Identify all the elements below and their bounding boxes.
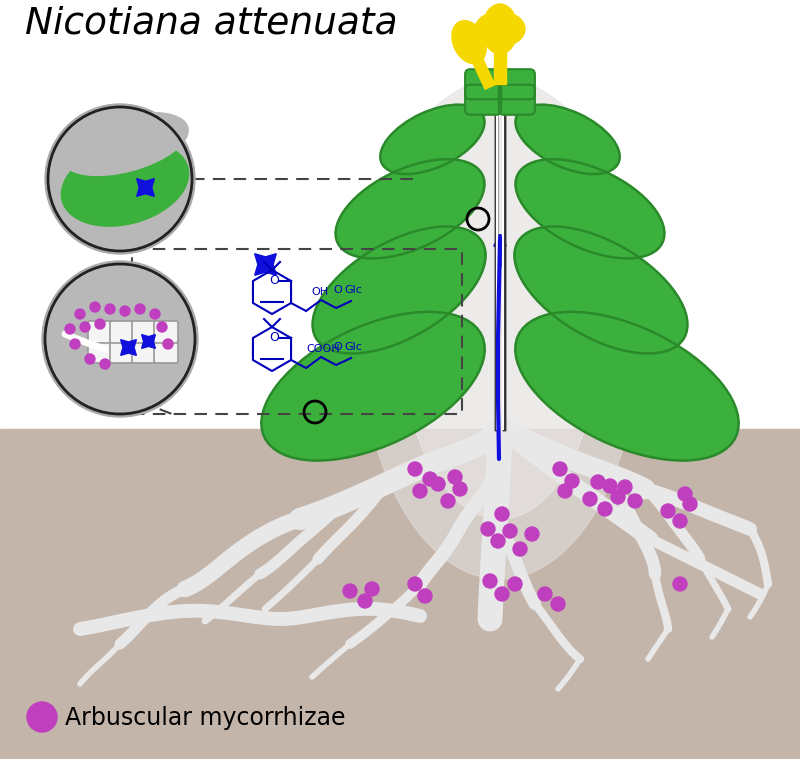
FancyBboxPatch shape: [465, 69, 501, 99]
Circle shape: [673, 577, 687, 591]
Ellipse shape: [482, 4, 518, 54]
Circle shape: [105, 304, 115, 314]
Circle shape: [418, 589, 432, 603]
Text: Nicotiana attenuata: Nicotiana attenuata: [25, 6, 398, 42]
Ellipse shape: [452, 20, 486, 64]
Circle shape: [565, 474, 579, 488]
Text: Glc: Glc: [344, 342, 362, 352]
Ellipse shape: [62, 112, 188, 175]
Circle shape: [431, 477, 445, 491]
FancyBboxPatch shape: [88, 341, 112, 363]
Circle shape: [42, 261, 198, 417]
Circle shape: [157, 322, 167, 332]
Circle shape: [513, 542, 527, 556]
Ellipse shape: [335, 159, 485, 258]
Circle shape: [163, 339, 173, 349]
Circle shape: [491, 534, 505, 548]
Circle shape: [558, 484, 572, 498]
Circle shape: [503, 524, 517, 538]
Circle shape: [423, 472, 437, 486]
Ellipse shape: [515, 105, 620, 174]
Circle shape: [525, 527, 539, 541]
FancyBboxPatch shape: [154, 341, 178, 363]
Circle shape: [611, 490, 625, 504]
Circle shape: [618, 480, 632, 494]
FancyBboxPatch shape: [88, 321, 112, 343]
Text: O: O: [333, 285, 342, 295]
Circle shape: [538, 587, 552, 601]
Circle shape: [27, 702, 57, 732]
Circle shape: [75, 309, 85, 319]
FancyBboxPatch shape: [154, 321, 178, 343]
Circle shape: [591, 475, 605, 489]
Polygon shape: [464, 40, 495, 90]
Circle shape: [441, 494, 455, 508]
Ellipse shape: [313, 226, 486, 354]
FancyBboxPatch shape: [465, 85, 501, 115]
Text: O: O: [269, 274, 279, 287]
Circle shape: [90, 302, 100, 312]
Ellipse shape: [400, 139, 600, 519]
Circle shape: [70, 339, 80, 349]
Ellipse shape: [62, 142, 189, 226]
Ellipse shape: [515, 159, 665, 258]
FancyBboxPatch shape: [499, 69, 535, 99]
Circle shape: [45, 264, 195, 414]
Circle shape: [343, 584, 357, 598]
Circle shape: [358, 594, 372, 608]
Circle shape: [495, 587, 509, 601]
Text: O: O: [269, 331, 279, 344]
Circle shape: [683, 497, 697, 511]
FancyBboxPatch shape: [132, 321, 156, 343]
Circle shape: [413, 484, 427, 498]
Circle shape: [673, 514, 687, 528]
FancyBboxPatch shape: [110, 341, 134, 363]
Ellipse shape: [262, 312, 485, 461]
Text: Arbuscular mycorrhizae: Arbuscular mycorrhizae: [65, 706, 346, 730]
FancyBboxPatch shape: [132, 341, 156, 363]
Circle shape: [495, 507, 509, 521]
Circle shape: [481, 522, 495, 536]
Circle shape: [408, 577, 422, 591]
Circle shape: [628, 494, 642, 508]
Circle shape: [448, 470, 462, 484]
Circle shape: [65, 324, 75, 334]
Circle shape: [483, 574, 497, 588]
Ellipse shape: [515, 312, 738, 461]
Circle shape: [603, 479, 617, 493]
Circle shape: [95, 319, 105, 329]
Ellipse shape: [514, 226, 687, 354]
Circle shape: [150, 309, 160, 319]
Ellipse shape: [475, 11, 525, 46]
Bar: [0, 429, 800, 759]
Circle shape: [678, 487, 692, 501]
Circle shape: [553, 462, 567, 476]
Circle shape: [453, 482, 467, 496]
Ellipse shape: [380, 105, 485, 174]
Circle shape: [661, 504, 675, 518]
Circle shape: [45, 104, 195, 254]
Circle shape: [80, 322, 90, 332]
Circle shape: [365, 582, 379, 596]
Text: Glc: Glc: [344, 285, 362, 295]
Polygon shape: [494, 29, 506, 84]
Text: O: O: [333, 342, 342, 352]
Text: OH: OH: [311, 287, 328, 297]
Circle shape: [598, 502, 612, 516]
Circle shape: [85, 354, 95, 364]
Circle shape: [135, 304, 145, 314]
Text: COOH: COOH: [306, 344, 340, 354]
Circle shape: [508, 577, 522, 591]
FancyBboxPatch shape: [110, 321, 134, 343]
Circle shape: [583, 492, 597, 506]
Ellipse shape: [360, 79, 640, 579]
Circle shape: [48, 107, 192, 251]
Circle shape: [408, 462, 422, 476]
Circle shape: [551, 597, 565, 611]
FancyBboxPatch shape: [499, 85, 535, 115]
Circle shape: [100, 359, 110, 369]
Circle shape: [120, 306, 130, 316]
